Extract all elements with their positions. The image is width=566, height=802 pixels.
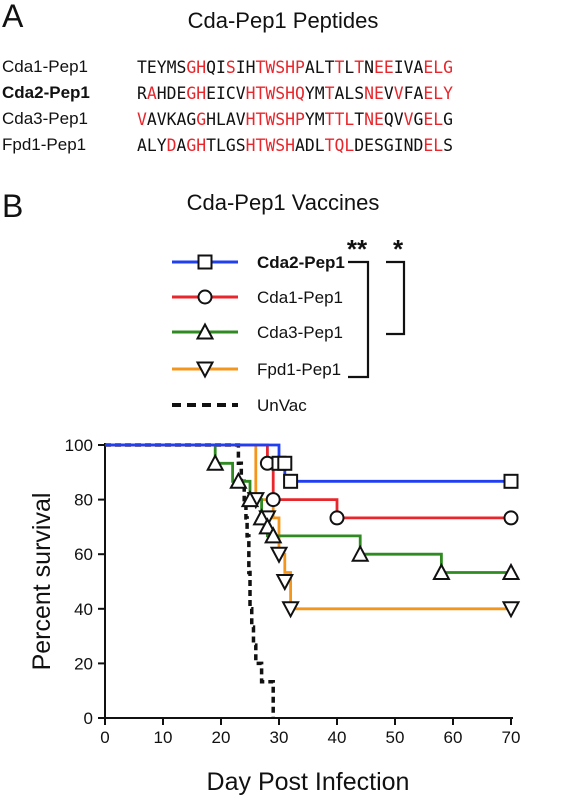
y-tick-label: 80	[74, 491, 93, 510]
data-point	[229, 471, 248, 489]
data-point	[275, 574, 294, 592]
data-point	[240, 489, 260, 508]
data-point	[265, 492, 281, 508]
significance-bracket	[348, 260, 370, 379]
x-tick-label: 20	[212, 728, 231, 747]
legend-label: Cda2-Pep1	[257, 253, 345, 272]
legend-marker	[197, 254, 213, 270]
sequence-text: VAVKAGGHLAVHTWSHPYMTTLTNEQVVGELG	[137, 110, 453, 129]
legend-marker	[195, 361, 215, 379]
legend-label: UnVac	[257, 396, 307, 415]
data-point	[351, 544, 370, 562]
legend-marker	[197, 289, 213, 305]
panel-b-letter: B	[2, 188, 24, 224]
data-point	[503, 510, 519, 526]
series-line-fpd1-pep1	[105, 443, 511, 611]
sequence-name: Cda2-Pep1	[2, 83, 90, 102]
significance-label: *	[393, 234, 404, 264]
sequence-row: Cda1-Pep1 TEYMSGHQISIHTWSHPALTTLTNEEIVAEL…	[0, 57, 566, 81]
y-tick-label: 40	[74, 600, 93, 619]
data-point	[264, 526, 283, 544]
sequence-name: Fpd1-Pep1	[2, 135, 87, 154]
sequence-row: Cda3-Pep1 VAVKAGGHLAVHTWSHPYMTTLTNEQVVGEL…	[0, 109, 566, 133]
sequence-text: RAHDEGHEICVHTWSHQYMTALSNEVVFAELY	[137, 84, 453, 103]
legend-marker	[195, 322, 215, 340]
data-point	[269, 546, 289, 564]
legend-label: Fpd1-Pep1	[257, 360, 341, 379]
y-tick-label: 60	[74, 545, 93, 564]
series-line-cda3-pep1	[105, 443, 511, 574]
data-point	[501, 562, 521, 580]
x-tick-label: 60	[444, 728, 463, 747]
x-tick-label: 30	[270, 728, 289, 747]
x-tick-label: 0	[100, 728, 109, 747]
legend-label: Cda3-Pep1	[257, 323, 343, 342]
data-point	[503, 473, 519, 489]
data-point	[277, 455, 293, 471]
sequence-name: Cda1-Pep1	[2, 57, 89, 76]
data-point	[501, 601, 521, 619]
x-tick-label: 70	[502, 728, 521, 747]
data-point	[206, 453, 225, 471]
panel-a-letter: A	[2, 0, 24, 34]
data-point	[258, 517, 277, 535]
sequence-row: Fpd1-Pep1 ALYDAGHTLGSHTWSHADLTQLDESGINDEL…	[0, 135, 566, 159]
series-line-cda2-pep1	[105, 443, 511, 483]
panel-a-title: Cda-Pep1 Peptides	[187, 8, 379, 33]
legend-label: Cda1-Pep1	[257, 288, 343, 307]
y-tick-label: 100	[65, 436, 93, 455]
sequence-name: Cda3-Pep1	[2, 109, 89, 128]
x-tick-label: 50	[386, 728, 405, 747]
sequence-row: Cda2-Pep1 RAHDEGHEICVHTWSHQYMTALSNEVVFAEL…	[0, 83, 566, 107]
data-point	[281, 601, 300, 619]
data-point	[432, 562, 451, 580]
data-point	[329, 510, 345, 526]
sequence-text: TEYMSGHQISIHTWSHPALTTLTNEEIVAELG	[137, 58, 453, 77]
x-tick-label: 10	[154, 728, 173, 747]
data-point	[283, 473, 299, 489]
sequence-text: ALYDAGHTLGSHTWSHADLTQLDESGINDELS	[137, 136, 453, 155]
series-line-unvac	[105, 443, 275, 718]
x-tick-label: 40	[328, 728, 347, 747]
panel-b-title: Cda-Pep1 Vaccines	[186, 190, 380, 215]
data-point	[252, 508, 271, 526]
y-tick-label: 0	[84, 709, 93, 728]
y-axis-label: Percent survival	[28, 493, 56, 671]
y-tick-label: 20	[74, 654, 93, 673]
significance-label: **	[347, 234, 368, 264]
significance-bracket	[386, 260, 406, 336]
x-axis-label: Day Post Infection	[207, 768, 410, 796]
